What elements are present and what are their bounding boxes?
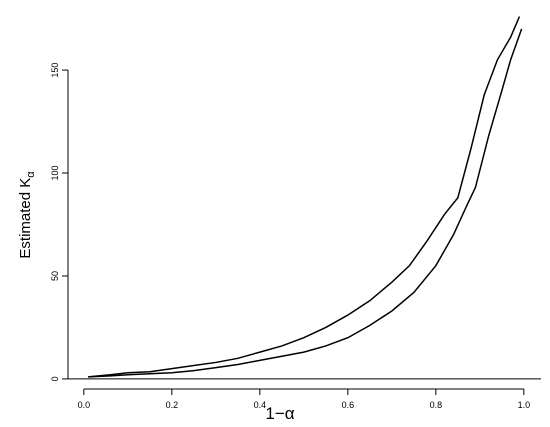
x-tick-label: 0.4 [254, 400, 267, 410]
data-line [88, 16, 521, 378]
x-tick-label: 0.6 [342, 400, 355, 410]
y-axis-label-subscript: α [25, 171, 37, 178]
y-tick-label: 150 [50, 63, 60, 78]
y-axis-label: Estimated Kα [17, 171, 37, 259]
x-axis-label: 1−α [265, 404, 294, 423]
x-tick-label: 1.0 [518, 400, 531, 410]
data-line [88, 28, 523, 378]
x-tick-label: 0.2 [166, 400, 179, 410]
y-tick-label: 100 [50, 165, 60, 180]
x-tick-label: 0.0 [78, 400, 91, 410]
y-tick-label: 0 [50, 376, 60, 381]
y-tick-label: 50 [50, 271, 60, 281]
y-axis-label-main: Estimated K [17, 178, 34, 259]
x-tick-label: 0.8 [430, 400, 443, 410]
